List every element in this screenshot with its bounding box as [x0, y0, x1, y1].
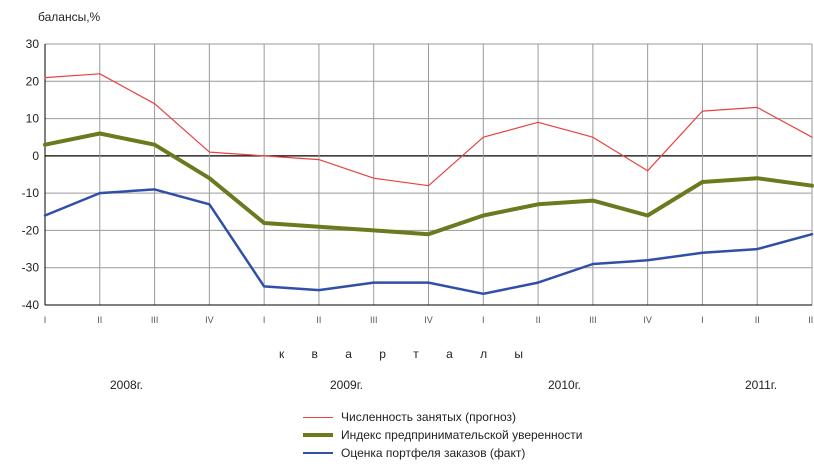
- y-tick-label: -30: [22, 261, 40, 275]
- y-tick-label: -20: [22, 223, 40, 237]
- year-label-2009: 2009г.: [330, 378, 363, 392]
- x-tick-label: III: [151, 315, 159, 325]
- x-tick-label: I: [701, 315, 704, 325]
- legend-label-orders: Оценка портфеля заказов (факт): [341, 446, 526, 460]
- legend-swatch-employment: [303, 416, 333, 418]
- series-line-0: [44, 73, 813, 187]
- legend-item-orders: Оценка портфеля заказов (факт): [303, 444, 582, 462]
- x-tick-label: III: [370, 315, 378, 325]
- y-axis-label: балансы,%: [38, 10, 101, 24]
- x-tick-label: III: [808, 315, 814, 325]
- x-tick-label: I: [482, 315, 485, 325]
- x-tick-label: IV: [424, 315, 433, 325]
- legend-item-employment: Численность занятых (прогноз): [303, 408, 582, 426]
- legend-swatch-confidence: [303, 433, 333, 437]
- x-tick-label: II: [97, 315, 102, 325]
- year-label-2011: 2011г.: [745, 378, 778, 392]
- y-tick-label: -10: [22, 186, 40, 200]
- x-tick-label: II: [536, 315, 541, 325]
- year-label-2008: 2008г.: [110, 378, 143, 392]
- series-line-2: [43, 188, 814, 296]
- y-tick-label: 10: [26, 112, 40, 126]
- x-tick-label: IV: [205, 315, 214, 325]
- y-tick-label: 30: [26, 37, 40, 51]
- x-tick-label: IV: [643, 315, 652, 325]
- legend-label-confidence: Индекс предпринимательской уверенности: [341, 428, 583, 442]
- y-tick-label: -40: [22, 298, 40, 312]
- x-axis-label: к в а р т а л ы: [278, 347, 536, 361]
- legend: Численность занятых (прогноз) Индекс пре…: [303, 408, 582, 462]
- x-tick-label: I: [263, 315, 266, 325]
- x-tick-label: II: [316, 315, 321, 325]
- legend-label-employment: Численность занятых (прогноз): [341, 410, 517, 424]
- legend-swatch-orders: [303, 452, 333, 454]
- x-tick-label: II: [755, 315, 760, 325]
- series-line-1: [43, 131, 814, 237]
- x-tick-label: I: [44, 315, 47, 325]
- legend-item-confidence: Индекс предпринимательской уверенности: [303, 426, 582, 444]
- year-label-2010: 2010г.: [548, 378, 581, 392]
- y-tick-label: 0: [32, 149, 39, 163]
- x-tick-label: III: [589, 315, 597, 325]
- y-tick-label: 20: [26, 74, 40, 88]
